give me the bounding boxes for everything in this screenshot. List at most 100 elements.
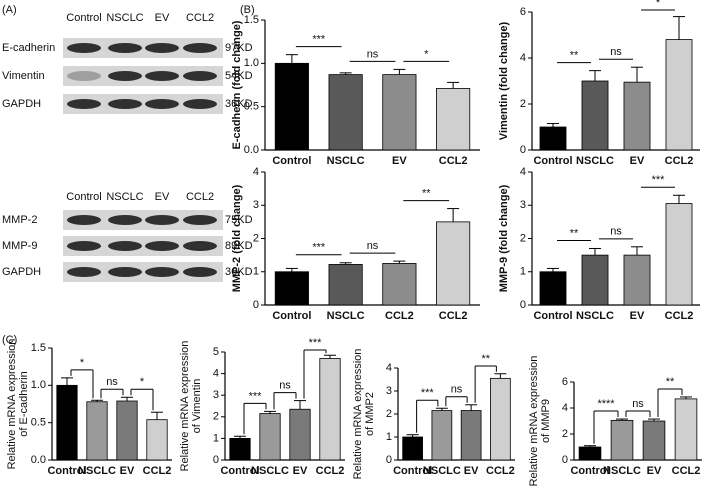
bar [539, 271, 567, 306]
x-tick-label: NSCLC [576, 155, 614, 167]
x-tick-label: NSCLC [327, 155, 365, 167]
y-axis-label: of MMP2 [364, 392, 376, 436]
y-tick-label: 0 [520, 144, 526, 156]
y-tick-label: 2 [562, 428, 568, 440]
bar [328, 264, 363, 306]
blot-strip [63, 210, 223, 230]
bar [578, 446, 602, 461]
lane-label: Control [66, 12, 101, 24]
significance-label: *** [312, 34, 326, 46]
y-tick-label: 0 [253, 299, 259, 311]
lane-label: Control [66, 191, 101, 203]
y-tick-label: 1.5 [31, 342, 46, 354]
y-tick-label: 0.0 [31, 454, 46, 466]
x-tick-label: CCL2 [672, 465, 701, 477]
bar [328, 74, 363, 151]
bar [402, 436, 423, 461]
bar [382, 74, 417, 151]
blot-size: 97KD [225, 42, 253, 54]
y-tick-label: 2 [386, 408, 392, 420]
x-tick-label: NSCLC [603, 465, 641, 477]
bar [116, 400, 138, 461]
blot-band [183, 215, 217, 225]
blot-band [145, 215, 179, 225]
y-tick-label: 1.5 [244, 14, 259, 26]
y-tick-label: 3 [253, 199, 259, 211]
y-tick-label: 5 [213, 346, 219, 358]
bar [86, 401, 108, 461]
x-tick-label: EV [392, 155, 407, 167]
x-tick-label: NSCLC [327, 310, 365, 322]
blot-band [183, 43, 217, 53]
bar [431, 410, 453, 461]
significance-label: ** [481, 353, 490, 365]
x-tick-label: NSCLC [576, 310, 614, 322]
y-tick-label: 0.5 [244, 101, 259, 113]
blot-strip [63, 66, 223, 86]
y-tick-label: 0.0 [244, 144, 259, 156]
y-axis-label: Relative mRNA expression [179, 341, 191, 472]
blot-band [145, 99, 179, 109]
significance-label: *** [309, 337, 323, 349]
blot-band [183, 241, 217, 251]
blot-strip [63, 262, 223, 282]
bar [146, 419, 168, 461]
significance-label: ns [367, 48, 379, 60]
significance-label: **** [597, 398, 615, 410]
blot-row-label: GAPDH [2, 98, 41, 110]
bar [436, 88, 471, 151]
lane-label: CCL2 [186, 12, 214, 24]
y-tick-label: 2 [520, 232, 526, 244]
blot-row-label: Vimentin [2, 70, 45, 82]
blot-band [67, 215, 101, 225]
bar [623, 81, 651, 151]
blot-strip [63, 236, 223, 256]
x-tick-label: Control [533, 155, 572, 167]
significance-label: * [424, 48, 429, 60]
significance-label: ** [666, 376, 675, 388]
bar [581, 80, 609, 151]
blot-band [67, 43, 101, 53]
y-axis-label: Vimentin (fold change) [498, 21, 510, 140]
significance-label: ns [610, 46, 622, 58]
x-tick-label: Control [533, 310, 572, 322]
bar [642, 420, 666, 461]
bar [610, 419, 634, 461]
blot-band [145, 267, 179, 277]
x-tick-label: Control [393, 465, 432, 477]
significance-label: ns [610, 226, 622, 238]
bar [229, 437, 251, 461]
significance-label: * [656, 0, 661, 9]
significance-label: *** [652, 174, 666, 186]
bar [460, 410, 482, 461]
y-tick-label: 1 [213, 432, 219, 444]
y-tick-label: 0.5 [31, 417, 46, 429]
blot-strip [63, 38, 223, 58]
bar [539, 126, 567, 151]
blot-size: 36KD [225, 266, 253, 278]
blot-row-label: MMP-9 [2, 240, 37, 252]
bar [623, 254, 651, 306]
x-tick-label: EV [293, 465, 308, 477]
y-axis-label: of MMP9 [540, 399, 552, 443]
x-tick-label: Control [272, 310, 311, 322]
blot-band [183, 71, 217, 81]
y-tick-label: 1.0 [31, 379, 46, 391]
y-axis-label: MMP-2 (fold change) [231, 184, 243, 292]
blot-band [67, 241, 101, 251]
y-axis-label: of Vimentin [191, 379, 203, 434]
bar [665, 203, 693, 306]
bar [319, 358, 341, 461]
lane-label: NSCLC [106, 12, 143, 24]
y-axis-label: E-cadherin (fold change) [231, 20, 243, 149]
bar [289, 408, 311, 461]
panel-label: (C) [2, 334, 17, 346]
blot-row-label: MMP-2 [2, 214, 37, 226]
blot-band [183, 267, 217, 277]
blot-size: 89KD [225, 240, 253, 252]
blot-band [145, 43, 179, 53]
y-tick-label: 4 [520, 52, 526, 64]
blot-band [145, 241, 179, 251]
x-tick-label: NSCLC [78, 465, 116, 477]
